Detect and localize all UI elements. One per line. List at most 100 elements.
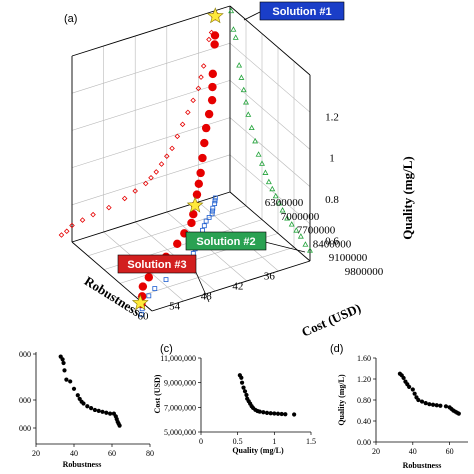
data-point [283,412,288,417]
solution-2-annotation: Solution #2 [185,231,306,253]
box-edge [151,260,311,312]
projection-marker [240,86,247,93]
projection-marker [152,286,158,291]
projection-marker [132,188,138,194]
y-tick-label: 0.40 [357,417,371,426]
y-tick-label: 000 [19,350,31,359]
panel-d-y-label: Quality (mg/L) [337,374,346,426]
projection-marker [174,133,181,140]
projection-marker [212,201,218,206]
data-point [85,404,90,409]
solution-star [131,294,149,311]
projection-marker [269,185,276,192]
data-point [100,409,105,414]
projection-marker [262,169,269,175]
pareto-point [210,31,220,40]
pareto-point [208,69,218,79]
data-point [427,402,432,407]
pareto-point [192,190,202,199]
y-tick-label: 5,000,000 [164,428,196,437]
projection-marker [230,26,237,32]
projection-marker [206,36,212,43]
projection-marker [158,161,165,167]
data-point [71,386,77,391]
y-tick-label: 000 [19,396,31,405]
panel-d-scatter: (d) 20 40 60 0.00 0.40 0.80 1.20 1.60 Robustnes… [330,343,468,470]
projection-marker [200,63,207,69]
gridline [71,42,231,94]
data-point [64,377,69,382]
projection-marker [206,215,212,220]
panel-c-points [237,373,297,417]
data-point [241,385,246,390]
solution-star [186,196,204,213]
projection-marker [203,218,209,224]
projection-marker [293,227,300,233]
data-point [108,411,113,416]
data-point [430,402,436,407]
data-point [242,389,248,394]
pareto-point [200,138,209,148]
cost-axis-label: Cost (USD) [299,300,363,339]
data-point [268,411,273,416]
projection-marker [228,7,235,14]
data-point [401,375,406,381]
projection-marker [265,178,272,185]
projection-marker [163,277,169,283]
projection-marker [69,222,75,229]
pareto-point [201,123,211,133]
pareto-point [204,109,214,119]
pareto-point [187,218,196,228]
projection-marker [198,74,204,80]
pareto-point [210,40,219,49]
pareto-point [189,210,198,219]
pareto-point [144,273,154,282]
data-point [423,401,428,406]
solution-3-text: Solution #3 [127,259,186,271]
projection-marker [288,221,295,227]
projection-marker [210,208,215,214]
x-tick-label: 40 [409,447,417,456]
cost-tick: 9100000 [329,252,368,264]
projection-marker [279,207,286,213]
solution-1-text: Solution #1 [272,6,331,18]
projection-marker [139,311,144,317]
solution-star [206,7,224,24]
projection-marker [284,215,291,221]
y-tick-label: 9,000,000 [164,379,196,388]
solution-2-leader [264,241,306,253]
data-point [264,410,270,415]
projection-marker [212,198,218,204]
data-point [416,397,421,403]
solution-1-leader [243,11,261,21]
cost-tick: 8400000 [313,238,352,250]
panel-d-points [397,371,461,416]
projection-marker [212,195,218,201]
solution-3-annotation: Solution #3 [117,254,210,303]
projection-marker [272,192,279,199]
projection-marker [209,211,215,217]
y-tick-label: 0.00 [357,438,371,447]
pareto-point [173,239,182,249]
data-point [443,404,449,409]
data-point [407,384,412,389]
panel-b-ticks: 20 40 60 80 000 000 000 [19,350,154,458]
data-point [275,411,281,416]
data-point [279,411,284,417]
robustness-tick: 42 [232,281,243,293]
projection-marker [142,180,149,187]
box-edge [71,191,231,243]
data-point [92,407,97,413]
projection-marker [302,241,309,247]
gridline [229,154,311,225]
x-tick-label: 20 [32,449,40,458]
robustness-tick: 54 [169,301,181,313]
quality-tick: 1 [329,153,335,165]
projection-marker [210,205,216,211]
x-tick-label: 1 [272,437,276,446]
data-point [410,387,415,392]
projection-marker [236,62,243,68]
projection-marker [238,74,245,80]
x-tick-label: 0.5 [233,437,243,446]
data-point [292,412,297,417]
